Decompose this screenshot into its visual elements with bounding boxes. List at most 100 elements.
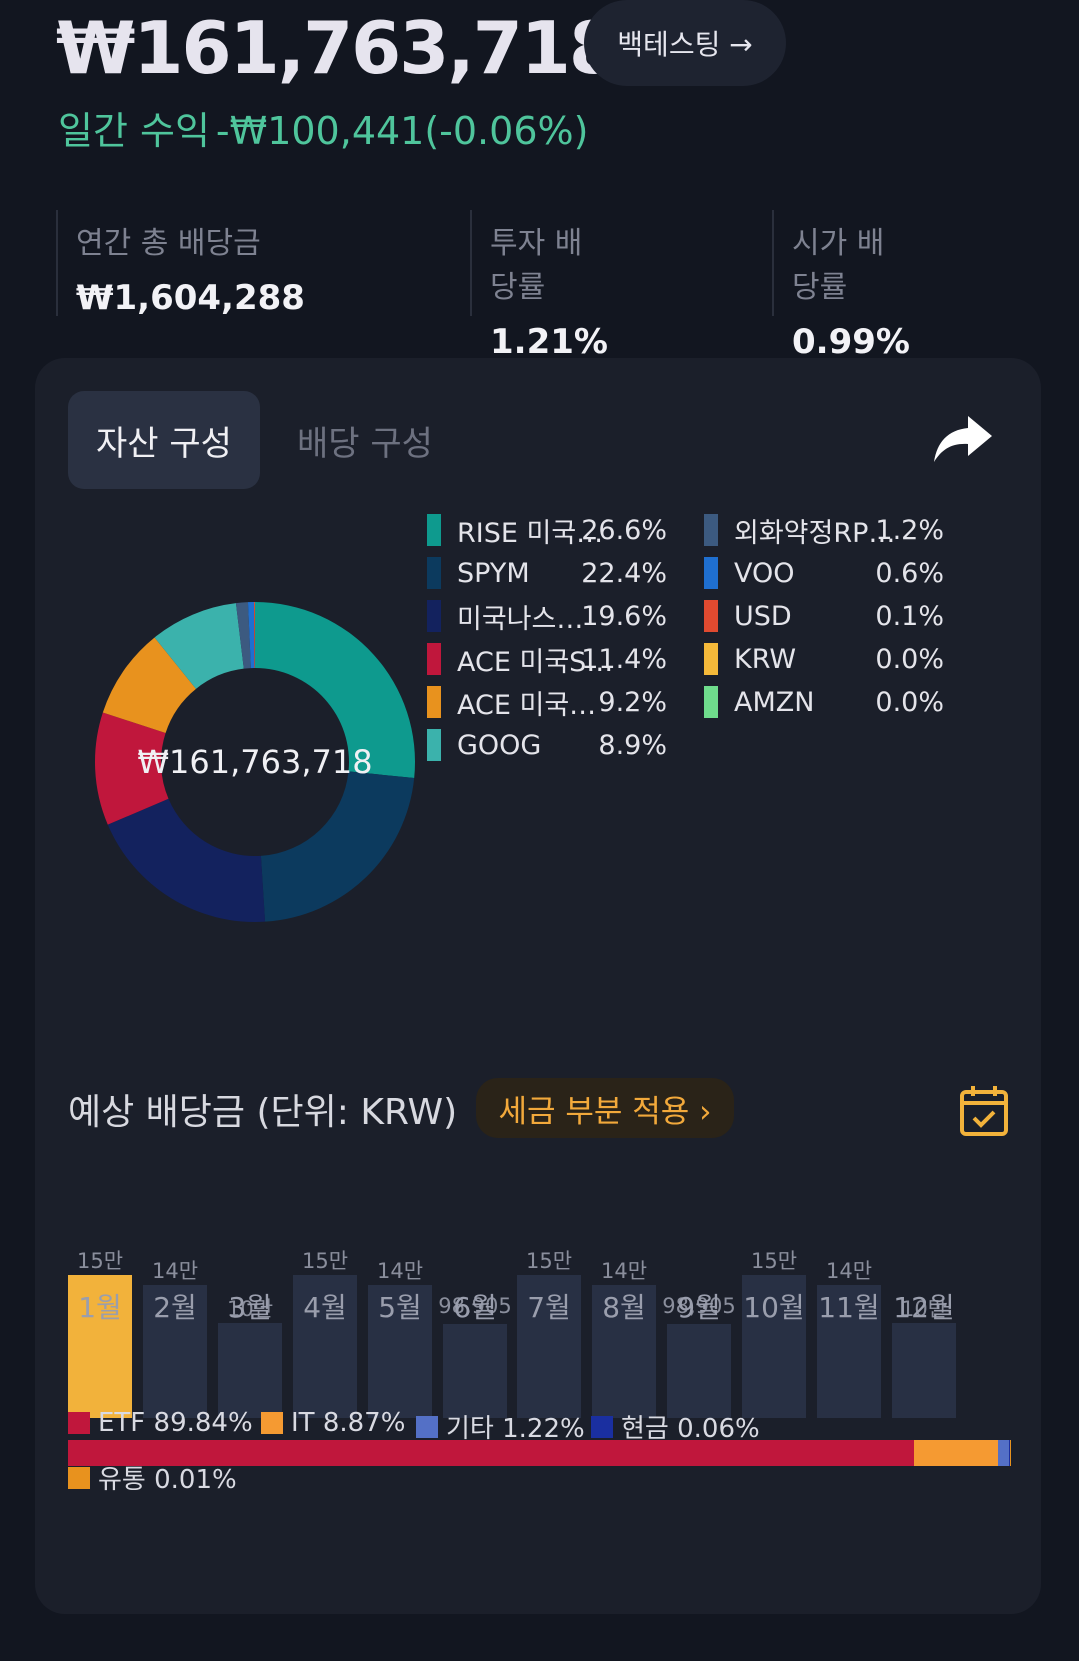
bar-6[interactable] (443, 1324, 507, 1418)
bar-5[interactable] (368, 1285, 432, 1418)
stat-value: 0.99% (792, 322, 910, 362)
bar-value-label: 14만 (376, 1259, 424, 1283)
bar-2[interactable] (143, 1285, 207, 1418)
sector-label: 현금 0.06% (621, 1414, 760, 1444)
tax-apply-button[interactable]: 세금 부분 적용 › (476, 1078, 734, 1138)
bar-value-label: 15만 (525, 1249, 573, 1273)
daily-return-value: -₩100,441(-0.06%) (215, 109, 589, 153)
total-value: ₩161,763,718 (56, 6, 619, 90)
legend-swatch (427, 729, 441, 761)
donut-slice[interactable] (235, 602, 251, 669)
sector-label: 유통 0.01% (98, 1465, 237, 1495)
month-label: 8월 (602, 1291, 646, 1324)
bar-4[interactable] (293, 1275, 357, 1418)
donut-slice[interactable] (260, 771, 415, 922)
legend-percent: 19.6% (581, 600, 667, 632)
legend-item[interactable]: GOOG 8.9% (427, 727, 667, 763)
sector-segment[interactable] (914, 1440, 998, 1466)
bar-1[interactable] (68, 1275, 132, 1418)
legend-name: VOO (734, 557, 795, 589)
sector-legend-item[interactable]: 기타 1.22% (416, 1408, 585, 1445)
calendar-check-icon[interactable] (959, 1084, 1009, 1138)
bar-value-label: 14만 (600, 1259, 648, 1283)
legend-percent: 0.0% (875, 686, 944, 718)
legend-item[interactable]: USD 0.1% (704, 598, 944, 634)
sector-segment[interactable] (68, 1440, 915, 1466)
legend-percent: 1.2% (875, 514, 944, 546)
bar-value-label: 98,905 (662, 1294, 736, 1318)
legend-swatch (704, 686, 718, 718)
month-label: 1월 (78, 1291, 122, 1324)
portfolio-card: 자산 구성 배당 구성 ₩161,763,718 RISE 미국… 26.6% SP… (35, 358, 1041, 1614)
month-label: 12월 (893, 1291, 955, 1324)
legend-name: ACE 미국… (457, 689, 597, 721)
donut-slice[interactable] (247, 602, 255, 669)
bar-9[interactable] (667, 1324, 731, 1418)
donut-slice[interactable] (255, 602, 415, 779)
donut-slice[interactable] (253, 602, 255, 669)
legend-percent: 9.2% (598, 686, 667, 718)
bar-value-label: 15만 (76, 1249, 124, 1273)
legend-swatch (427, 686, 441, 718)
month-label: 5월 (378, 1291, 422, 1324)
stat-value: 1.21% (490, 322, 608, 362)
donut-slice[interactable] (95, 712, 169, 825)
sector-legend-item[interactable]: ETF 89.84% (68, 1408, 253, 1438)
sector-legend-item[interactable]: IT 8.87% (261, 1408, 405, 1438)
bar-7[interactable] (517, 1275, 581, 1418)
legend-swatch (704, 514, 718, 546)
bar-10[interactable] (742, 1275, 806, 1418)
share-icon[interactable] (930, 406, 996, 472)
legend-item[interactable]: KRW 0.0% (704, 641, 944, 677)
bar-12[interactable] (892, 1323, 956, 1418)
month-label: 2월 (153, 1291, 197, 1324)
sector-legend-item[interactable]: 유통 0.01% (68, 1459, 237, 1496)
legend-item[interactable]: ACE 미국S… 11.4% (427, 641, 667, 678)
backtest-button[interactable]: 백테스팅 → (584, 0, 786, 86)
legend-item[interactable]: VOO 0.6% (704, 555, 944, 591)
legend-item[interactable]: 미국나스… 19.6% (427, 598, 667, 635)
sector-label: 기타 1.22% (446, 1414, 585, 1444)
sector-label: ETF 89.84% (98, 1408, 253, 1438)
bar-value-label: 98,905 (438, 1294, 512, 1318)
legend-name: SPYM (457, 557, 530, 589)
month-label: 4월 (303, 1291, 347, 1324)
bar-11[interactable] (817, 1285, 881, 1418)
legend-item[interactable]: SPYM 22.4% (427, 555, 667, 591)
bar-8[interactable] (592, 1285, 656, 1418)
bar-value-label: 14만 (825, 1259, 873, 1283)
monthly-dividend-chart: 15만 14만 10만 15만 14만 98,905 15만 14만 98,905 15만 14만 1… (68, 1158, 1018, 1418)
legend-name: 외화약정RP… (734, 517, 896, 549)
sector-swatch (416, 1415, 438, 1438)
legend-item[interactable]: ACE 미국… 9.2% (427, 684, 667, 721)
tab-dividend-composition[interactable]: 배당 구성 (297, 423, 433, 464)
bar-3[interactable] (218, 1323, 282, 1418)
legend-swatch (427, 600, 441, 632)
bar-value-label: 14만 (151, 1259, 199, 1283)
donut-slice[interactable] (154, 603, 244, 689)
daily-return-label: 일간 수익 (58, 109, 210, 153)
legend-item[interactable]: RISE 미국… 26.6% (427, 512, 667, 549)
sector-swatch (261, 1412, 283, 1434)
legend-percent: 0.6% (875, 557, 944, 589)
stat-value: ₩1,604,288 (76, 278, 305, 318)
sector-segment[interactable] (997, 1440, 1010, 1466)
legend-percent: 0.0% (875, 643, 944, 675)
legend-item[interactable]: 외화약정RP… 1.2% (704, 512, 944, 549)
legend-name: RISE 미국… (457, 517, 604, 549)
legend-item[interactable]: AMZN 0.0% (704, 684, 944, 720)
sector-legend-item[interactable]: 현금 0.06% (591, 1408, 760, 1445)
month-label: 11월 (818, 1291, 880, 1324)
tab-asset-composition[interactable]: 자산 구성 (68, 391, 260, 489)
stat-label: 투자 배당률 (490, 226, 583, 305)
legend-swatch (704, 643, 718, 675)
sector-segment[interactable] (1009, 1440, 1010, 1466)
dividend-section-title: 예상 배당금 (단위: KRW) (68, 1092, 458, 1133)
donut-slice[interactable] (107, 798, 266, 922)
bar-value-label: 15만 (750, 1249, 798, 1273)
legend-name: KRW (734, 643, 797, 675)
legend-percent: 0.1% (875, 600, 944, 632)
donut-slice[interactable] (102, 637, 196, 733)
daily-return: 일간 수익 -₩100,441(-0.06%) (58, 100, 588, 155)
month-label: 7월 (527, 1291, 571, 1324)
